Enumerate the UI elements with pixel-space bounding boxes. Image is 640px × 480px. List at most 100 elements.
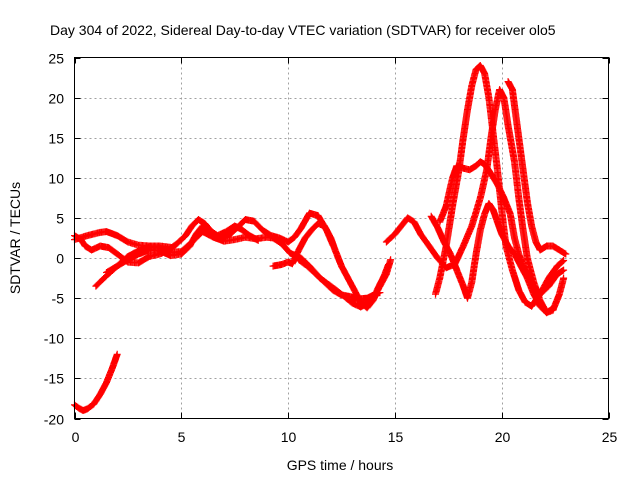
data-point (191, 225, 193, 227)
y-tick-label: 10 (48, 171, 64, 187)
x-tick-label: 0 (72, 429, 80, 445)
data-point (547, 277, 550, 279)
data-point (315, 273, 317, 275)
x-axis-label: GPS time / hours (287, 457, 394, 473)
data-point (137, 244, 140, 247)
data-point (524, 269, 527, 271)
data-point (470, 225, 473, 227)
data-point (488, 96, 490, 99)
y-tick-label: -15 (44, 371, 64, 387)
data-point (562, 269, 565, 271)
data-point (545, 245, 548, 247)
data-point (552, 307, 554, 310)
plot-border (74, 57, 609, 419)
data-point (513, 160, 516, 163)
data-point (385, 241, 388, 243)
data-point (216, 234, 219, 237)
y-tick-label: -5 (52, 291, 65, 307)
data-point (244, 218, 247, 221)
data-point (400, 225, 403, 227)
data-point (492, 132, 495, 135)
data-point (84, 245, 87, 247)
data-point (479, 160, 482, 163)
data-point (498, 88, 501, 91)
data-point (280, 242, 283, 245)
data-point (95, 285, 97, 287)
data-point (406, 217, 409, 219)
data-point (127, 258, 129, 261)
data-point (297, 258, 300, 261)
data-point (462, 245, 465, 247)
data-point (169, 254, 172, 257)
data-point (244, 236, 247, 239)
data-point (289, 252, 292, 255)
data-point (558, 249, 561, 251)
data-point (357, 298, 360, 300)
data-point (496, 221, 499, 223)
data-point (513, 237, 516, 239)
data-point (556, 273, 559, 275)
data-point (562, 277, 565, 279)
x-tick-label: 10 (281, 429, 297, 445)
data-point (562, 259, 565, 262)
data-point (90, 249, 93, 251)
data-point (511, 88, 514, 91)
data-point (517, 136, 520, 139)
data-point (105, 230, 108, 233)
data-point (466, 297, 469, 300)
data-point (293, 236, 296, 239)
data-point (522, 229, 524, 231)
data-point (208, 229, 211, 231)
data-point (261, 229, 264, 231)
data-point (353, 289, 356, 291)
data-point (394, 233, 396, 235)
data-point (272, 265, 274, 267)
x-tick-label: 25 (602, 429, 618, 445)
data-point (229, 233, 232, 235)
data-point (308, 212, 311, 215)
data-point (332, 289, 334, 291)
data-point (82, 409, 84, 412)
x-tick-label: 15 (388, 429, 404, 445)
data-point (470, 84, 473, 87)
data-point (148, 249, 151, 251)
data-point (451, 176, 454, 179)
data-point (530, 305, 533, 308)
data-point (507, 124, 509, 127)
data-point (376, 287, 379, 290)
data-point (184, 234, 187, 237)
y-tick-label: 20 (48, 91, 64, 107)
data-point (438, 221, 441, 223)
data-point (116, 353, 119, 356)
series-track-e (103, 222, 262, 276)
data-point (449, 253, 452, 255)
data-point (496, 183, 499, 186)
data-point (323, 281, 326, 283)
data-point (443, 241, 445, 243)
y-axis-label: SDTVAR / TECUs (7, 182, 23, 294)
data-point (233, 225, 236, 227)
data-point (526, 257, 529, 259)
data-point (475, 164, 477, 167)
series-track-g (295, 256, 384, 303)
data-point (507, 80, 509, 83)
data-point (127, 241, 129, 243)
data-point (253, 220, 255, 223)
data-point (496, 168, 499, 171)
data-point (351, 302, 354, 304)
data-point (105, 381, 108, 384)
data-point (99, 393, 101, 396)
data-point (455, 164, 458, 167)
data-point (511, 269, 514, 271)
data-point (513, 104, 516, 107)
x-tick-label: 20 (495, 429, 511, 445)
data-point (212, 236, 215, 239)
data-point (434, 293, 437, 296)
data-point (517, 253, 520, 255)
data-point (265, 236, 268, 239)
series-track-f (269, 220, 392, 312)
data-point (99, 245, 101, 247)
y-tick-label: 0 (56, 251, 64, 267)
data-point (233, 238, 236, 241)
data-point (272, 237, 274, 239)
